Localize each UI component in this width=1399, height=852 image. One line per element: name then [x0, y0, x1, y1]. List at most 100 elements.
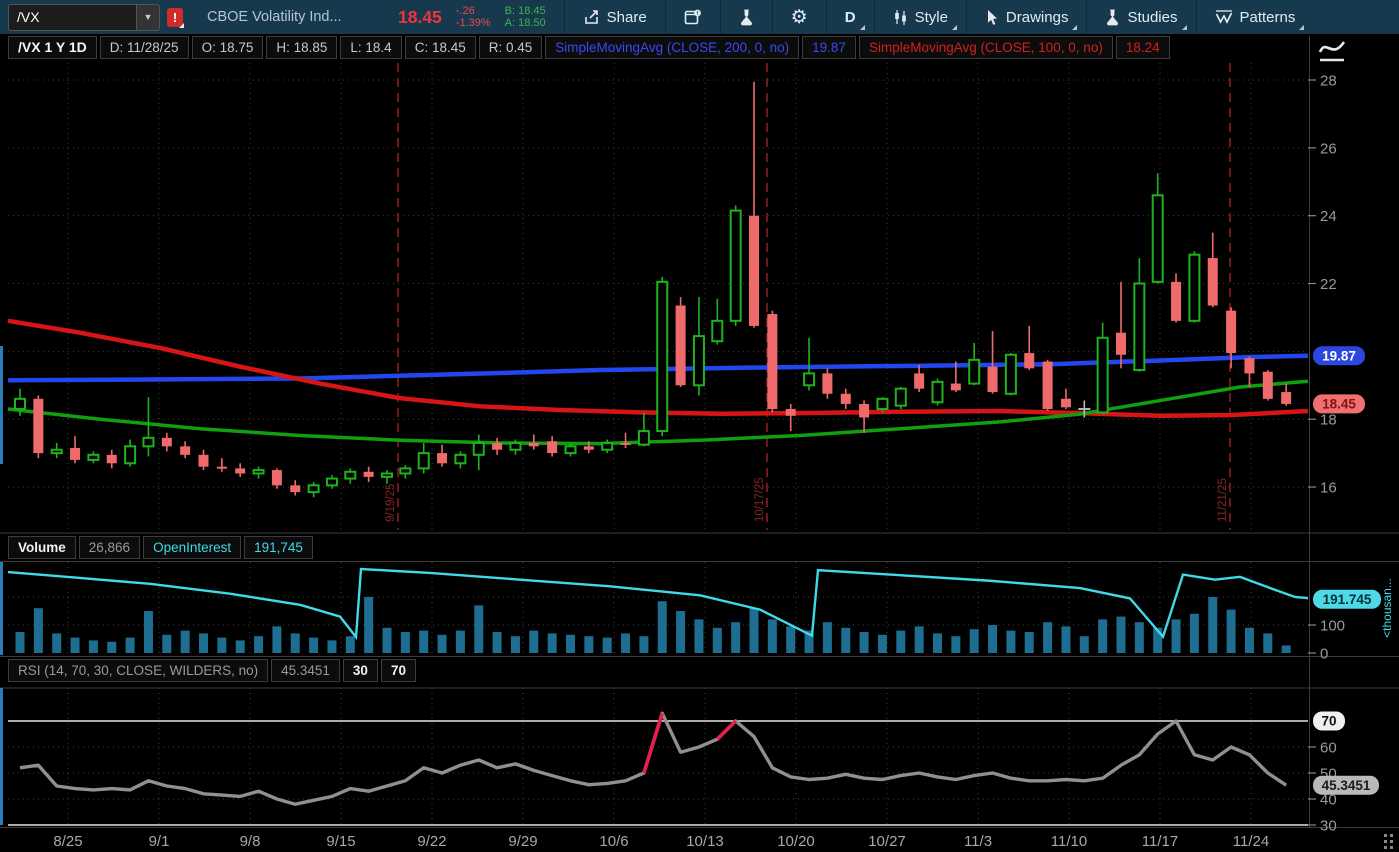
quick-study-button[interactable] [727, 0, 766, 34]
toolbar-separator [665, 0, 666, 34]
share-label: Share [607, 9, 647, 26]
toolbar: /VX ▼ ! CBOE Volatility Ind... 18.45 -.2… [0, 0, 1399, 34]
calendar-event-button[interactable] [672, 0, 714, 34]
sma100-study-label[interactable]: SimpleMovingAvg (CLOSE, 100, 0, no) [859, 36, 1113, 59]
svg-text:19.87: 19.87 [1322, 348, 1356, 363]
toolbar-separator [826, 0, 827, 34]
ohlc-date: D: 11/28/25 [100, 36, 189, 59]
rsi-value: 45.3451 [271, 659, 340, 682]
rsi-pane-accent [0, 688, 3, 825]
change-percent: -1.39% [456, 17, 491, 29]
svg-text:10/27: 10/27 [868, 833, 906, 850]
last-price: 18.45 [398, 7, 442, 28]
price-axis[interactable]: 28262422181610006050403019.8718.45191.74… [1308, 73, 1394, 835]
rsi-overbought-level: 70 [381, 659, 416, 682]
style-label: Style [915, 9, 948, 26]
patterns-wave-icon [1215, 9, 1233, 25]
rsi-oversold-level: 30 [343, 659, 378, 682]
candlesticks [15, 82, 1291, 498]
cursor-arrow-icon [985, 9, 999, 26]
svg-text:10/20: 10/20 [777, 833, 815, 850]
chart-canvas[interactable]: 9/19/2510/17/2511/21/25 2826242218161000… [0, 0, 1399, 852]
resize-handle-icon[interactable] [1384, 834, 1393, 849]
ohlc-low: L: 18.4 [340, 36, 401, 59]
ask-value: A: 18.50 [505, 17, 546, 29]
svg-text:11/10: 11/10 [1051, 833, 1087, 850]
svg-text:30: 30 [1320, 818, 1337, 835]
ohlc-range: R: 0.45 [479, 36, 543, 59]
svg-text:9/8: 9/8 [240, 833, 261, 850]
svg-text:70: 70 [1321, 714, 1336, 729]
volume-study-label[interactable]: Volume [8, 536, 76, 559]
volume-pane-accent [0, 562, 3, 655]
settings-button[interactable]: ⚙ [779, 0, 820, 34]
drawings-label: Drawings [1006, 9, 1069, 26]
patterns-button[interactable]: Patterns [1203, 0, 1308, 34]
svg-text:10/13: 10/13 [686, 833, 724, 850]
bid-value: B: 18.45 [505, 5, 546, 17]
studies-label: Studies [1127, 9, 1177, 26]
symbol-input[interactable]: /VX ▼ [8, 4, 160, 31]
svg-text:0: 0 [1320, 646, 1328, 663]
svg-text:<thousan...: <thousan... [1380, 578, 1394, 638]
trading-chart-window: /VX ▼ ! CBOE Volatility Ind... 18.45 -.2… [0, 0, 1399, 852]
volume-value: 26,866 [79, 536, 140, 559]
ohlc-open: O: 18.75 [192, 36, 264, 59]
svg-text:45.3451: 45.3451 [1322, 778, 1371, 793]
chart-style-icon[interactable] [1320, 42, 1344, 60]
svg-text:26: 26 [1320, 140, 1337, 157]
open-interest-value: 191,745 [244, 536, 313, 559]
gear-icon: ⚙ [791, 8, 808, 27]
svg-text:10/6: 10/6 [599, 833, 628, 850]
toolbar-separator [1086, 0, 1087, 34]
svg-text:10/17/25: 10/17/25 [754, 477, 766, 522]
style-button[interactable]: Style [881, 0, 960, 34]
svg-text:9/1: 9/1 [149, 833, 170, 850]
toolbar-separator [772, 0, 773, 34]
timeframe-label: D [845, 9, 856, 26]
drawings-button[interactable]: Drawings [973, 0, 1081, 34]
pane-separators [0, 36, 1399, 828]
main-pane-accent [0, 346, 3, 464]
studies-button[interactable]: Studies [1093, 0, 1189, 34]
open-interest-study-label[interactable]: OpenInterest [143, 536, 241, 559]
svg-text:60: 60 [1320, 740, 1337, 757]
patterns-label: Patterns [1240, 9, 1296, 26]
bid-ask: B: 18.45 A: 18.50 [505, 5, 546, 29]
expiration-lines: 9/19/2510/17/2511/21/25 [385, 63, 1230, 530]
symbol-dropdown-icon[interactable]: ▼ [136, 5, 159, 30]
chart-title[interactable]: /VX 1 Y 1D [8, 36, 97, 59]
alert-badge[interactable]: ! [167, 8, 183, 27]
toolbar-separator [966, 0, 967, 34]
svg-text:16: 16 [1320, 480, 1337, 497]
svg-text:11/21/25: 11/21/25 [1217, 478, 1229, 522]
svg-text:24: 24 [1320, 208, 1337, 225]
flask-icon [739, 9, 754, 26]
share-button[interactable]: Share [571, 0, 659, 34]
svg-text:9/29: 9/29 [508, 833, 537, 850]
timeframe-button[interactable]: D [833, 0, 868, 34]
svg-text:18.45: 18.45 [1322, 397, 1356, 412]
svg-text:100: 100 [1320, 618, 1345, 635]
change-value: -.26 [456, 5, 491, 17]
symbol-value[interactable]: /VX [9, 9, 136, 25]
toolbar-separator [564, 0, 565, 34]
style-candles-icon [893, 9, 908, 26]
ohlc-high: H: 18.85 [266, 36, 337, 59]
svg-text:9/22: 9/22 [417, 833, 446, 850]
svg-text:18: 18 [1320, 412, 1337, 429]
rsi-study-label[interactable]: RSI (14, 70, 30, CLOSE, WILDERS, no) [8, 659, 268, 682]
rsi-line [20, 713, 1286, 804]
studies-flask-icon [1105, 9, 1120, 26]
symbol-description: CBOE Volatility Ind... [207, 9, 392, 25]
x-axis-labels[interactable]: 8/259/19/89/159/229/2910/610/1310/2010/2… [53, 833, 1269, 850]
svg-text:28: 28 [1320, 73, 1337, 90]
share-icon [583, 9, 600, 26]
svg-text:11/3: 11/3 [964, 833, 992, 850]
toolbar-separator [720, 0, 721, 34]
sma200-study-label[interactable]: SimpleMovingAvg (CLOSE, 200, 0, no) [545, 36, 799, 59]
toolbar-separator [874, 0, 875, 34]
svg-text:191.745: 191.745 [1323, 592, 1372, 607]
toolbar-separator [1196, 0, 1197, 34]
volume-header: Volume 26,866 OpenInterest 191,745 [8, 536, 313, 559]
